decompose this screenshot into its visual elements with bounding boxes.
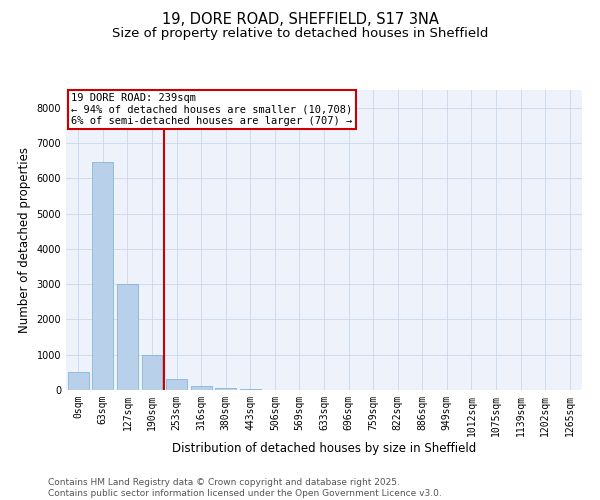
Text: Size of property relative to detached houses in Sheffield: Size of property relative to detached ho… <box>112 28 488 40</box>
Text: 19 DORE ROAD: 239sqm
← 94% of detached houses are smaller (10,708)
6% of semi-de: 19 DORE ROAD: 239sqm ← 94% of detached h… <box>71 93 352 126</box>
Text: 19, DORE ROAD, SHEFFIELD, S17 3NA: 19, DORE ROAD, SHEFFIELD, S17 3NA <box>161 12 439 28</box>
Bar <box>142 354 163 390</box>
Text: Contains HM Land Registry data © Crown copyright and database right 2025.
Contai: Contains HM Land Registry data © Crown c… <box>48 478 442 498</box>
Bar <box>68 372 89 390</box>
Y-axis label: Number of detached properties: Number of detached properties <box>18 147 31 333</box>
Bar <box>92 162 113 390</box>
Bar <box>166 380 187 390</box>
Bar <box>117 284 138 390</box>
Bar <box>215 388 236 390</box>
X-axis label: Distribution of detached houses by size in Sheffield: Distribution of detached houses by size … <box>172 442 476 454</box>
Bar <box>191 386 212 390</box>
Bar <box>240 389 261 390</box>
